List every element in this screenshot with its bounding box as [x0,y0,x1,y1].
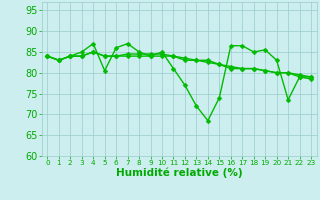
X-axis label: Humidité relative (%): Humidité relative (%) [116,168,243,178]
